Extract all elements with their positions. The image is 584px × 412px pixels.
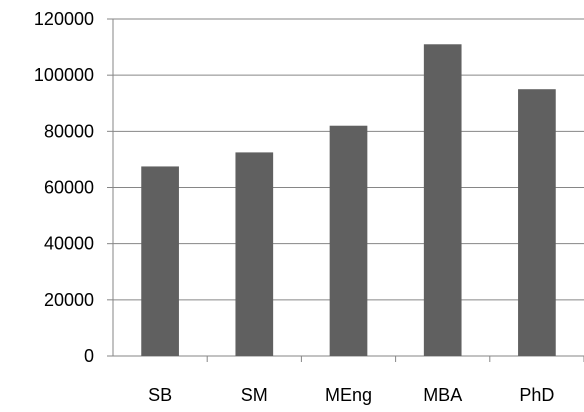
y-tick-label: 100000 bbox=[34, 65, 94, 85]
y-tick-label: 120000 bbox=[34, 9, 94, 29]
bar-meng bbox=[329, 125, 368, 356]
bar-phd bbox=[518, 89, 556, 356]
x-tick-label: MEng bbox=[325, 385, 372, 405]
y-tick-label: 60000 bbox=[44, 178, 94, 198]
y-tick-label: 40000 bbox=[44, 234, 94, 254]
bars bbox=[141, 44, 556, 357]
y-tick-label: 0 bbox=[84, 346, 94, 366]
y-tick-label: 80000 bbox=[44, 121, 94, 141]
x-tick-label: PhD bbox=[519, 385, 554, 405]
bar-sm bbox=[235, 152, 274, 356]
bar-sb bbox=[141, 166, 179, 356]
bar-mba bbox=[423, 44, 462, 357]
x-tick-label: MBA bbox=[423, 385, 462, 405]
x-axis-tick-labels: SB SM MEng MBA PhD bbox=[148, 385, 554, 405]
y-axis-tick-labels: 0 20000 40000 60000 80000 100000 120000 bbox=[34, 9, 94, 366]
y-tick-label: 20000 bbox=[44, 290, 94, 310]
x-tick-label: SB bbox=[148, 385, 172, 405]
x-tick-label: SM bbox=[241, 385, 268, 405]
